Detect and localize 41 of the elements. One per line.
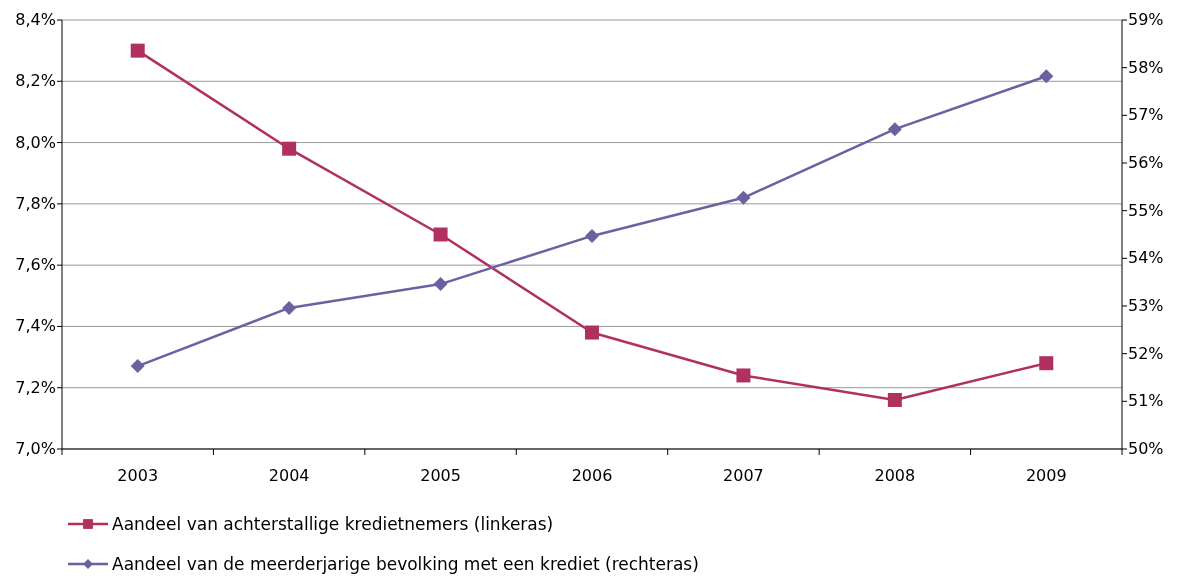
x-tick-label: 2006 bbox=[571, 466, 613, 485]
y-tick-label: 7,0% bbox=[15, 439, 56, 458]
point bbox=[736, 368, 751, 383]
legend-label: Aandeel van achterstallige kredietnemers (linkeras) bbox=[112, 514, 554, 534]
y-tick-label: 7,2% bbox=[15, 377, 56, 397]
point bbox=[282, 300, 297, 315]
point bbox=[887, 122, 902, 137]
y2-tick-label: 51% bbox=[1128, 391, 1164, 411]
y2-tick-label: 54% bbox=[1128, 248, 1164, 268]
x-tick-label: 2007 bbox=[723, 466, 764, 485]
point bbox=[1039, 356, 1054, 371]
point bbox=[130, 43, 145, 58]
y2-tick-label: 58% bbox=[1128, 57, 1164, 77]
x-tick-label: 2003 bbox=[117, 466, 159, 485]
y2-tick-label: 53% bbox=[1128, 296, 1164, 315]
point bbox=[433, 227, 448, 242]
point bbox=[130, 359, 145, 374]
point bbox=[736, 190, 751, 205]
y2-tick-label: 57% bbox=[1128, 105, 1164, 125]
point bbox=[282, 141, 297, 156]
y-tick-label: 8,0% bbox=[15, 132, 56, 152]
point bbox=[585, 228, 599, 243]
x-tick-label: 2008 bbox=[874, 466, 916, 485]
y-tick-label: 8,4% bbox=[15, 10, 56, 29]
point bbox=[887, 392, 902, 407]
x-tick-label: 2004 bbox=[268, 466, 310, 485]
point bbox=[433, 277, 448, 292]
x-tick-label: 2005 bbox=[420, 466, 461, 485]
y2-tick-label: 52% bbox=[1128, 343, 1164, 363]
y2-tick-label: 59% bbox=[1128, 10, 1164, 29]
point bbox=[1039, 69, 1054, 84]
y2-tick-label: 55% bbox=[1128, 200, 1164, 220]
legend-label: Aandeel van de meerderjarige bevolking met een krediet (rechteras) bbox=[112, 554, 699, 574]
point bbox=[585, 325, 599, 340]
y-tick-label: 8,2% bbox=[15, 71, 56, 91]
y2-tick-label: 56% bbox=[1128, 153, 1164, 172]
y-tick-label: 7,6% bbox=[15, 255, 56, 275]
y2-tick-label: 50% bbox=[1128, 439, 1164, 458]
x-tick-label: 2009 bbox=[1025, 466, 1067, 485]
y-tick-label: 7,8% bbox=[15, 193, 56, 213]
y-tick-label: 7,4% bbox=[15, 316, 56, 336]
